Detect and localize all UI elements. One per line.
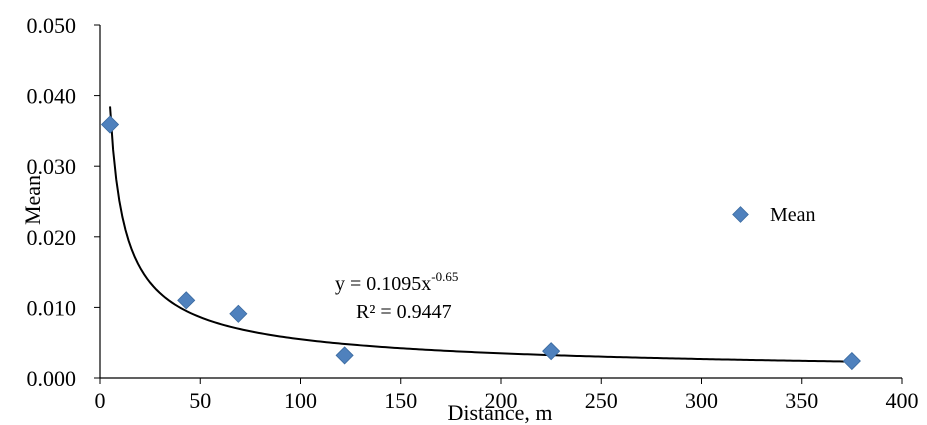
data-point [177,291,196,310]
x-tick-label: 250 [585,388,618,413]
axes [99,25,902,379]
x-tick-label: 400 [886,388,919,413]
r-squared-label: R² = 0.9447 [356,301,452,323]
x-tick-label: 350 [785,388,818,413]
x-tick-label: 150 [384,388,417,413]
equation-base: y = 0.1095x [335,273,431,295]
x-axis-title: Distance, m [447,400,552,425]
x-tick-label: 100 [284,388,317,413]
legend-label: Mean [770,204,816,226]
y-tick-label: 0.050 [27,13,77,38]
trendline-equation: y = 0.1095x-0.65 R² = 0.9447 [335,269,458,323]
data-point [335,346,354,365]
x-tick-label: 50 [189,388,211,413]
y-axis-title: Mean [20,175,45,225]
x-ticks: 0 50 100 150 200 250 300 350 400 [95,378,919,413]
data-point [100,115,120,134]
data-point [229,304,248,323]
y-tick-label: 0.040 [27,84,77,109]
data-points [100,115,861,371]
trendline [109,106,852,363]
y-tick-label: 0.010 [27,295,77,320]
x-tick-label: 200 [485,388,518,413]
data-point [842,351,861,371]
legend: Mean [732,204,816,226]
y-tick-label: 0.020 [27,225,77,250]
y-tick-label: 0.000 [27,366,77,391]
legend-marker [732,206,749,223]
svg-text:y = 0.1095x-0.65: y = 0.1095x-0.65 [335,269,458,295]
y-tick-label: 0.030 [27,154,77,179]
x-tick-label: 0 [95,388,106,413]
data-point [542,342,561,361]
equation-exponent: -0.65 [431,269,458,284]
y-ticks: 0.000 0.010 0.020 0.030 0.040 0.050 [27,13,100,391]
x-tick-label: 300 [685,388,718,413]
